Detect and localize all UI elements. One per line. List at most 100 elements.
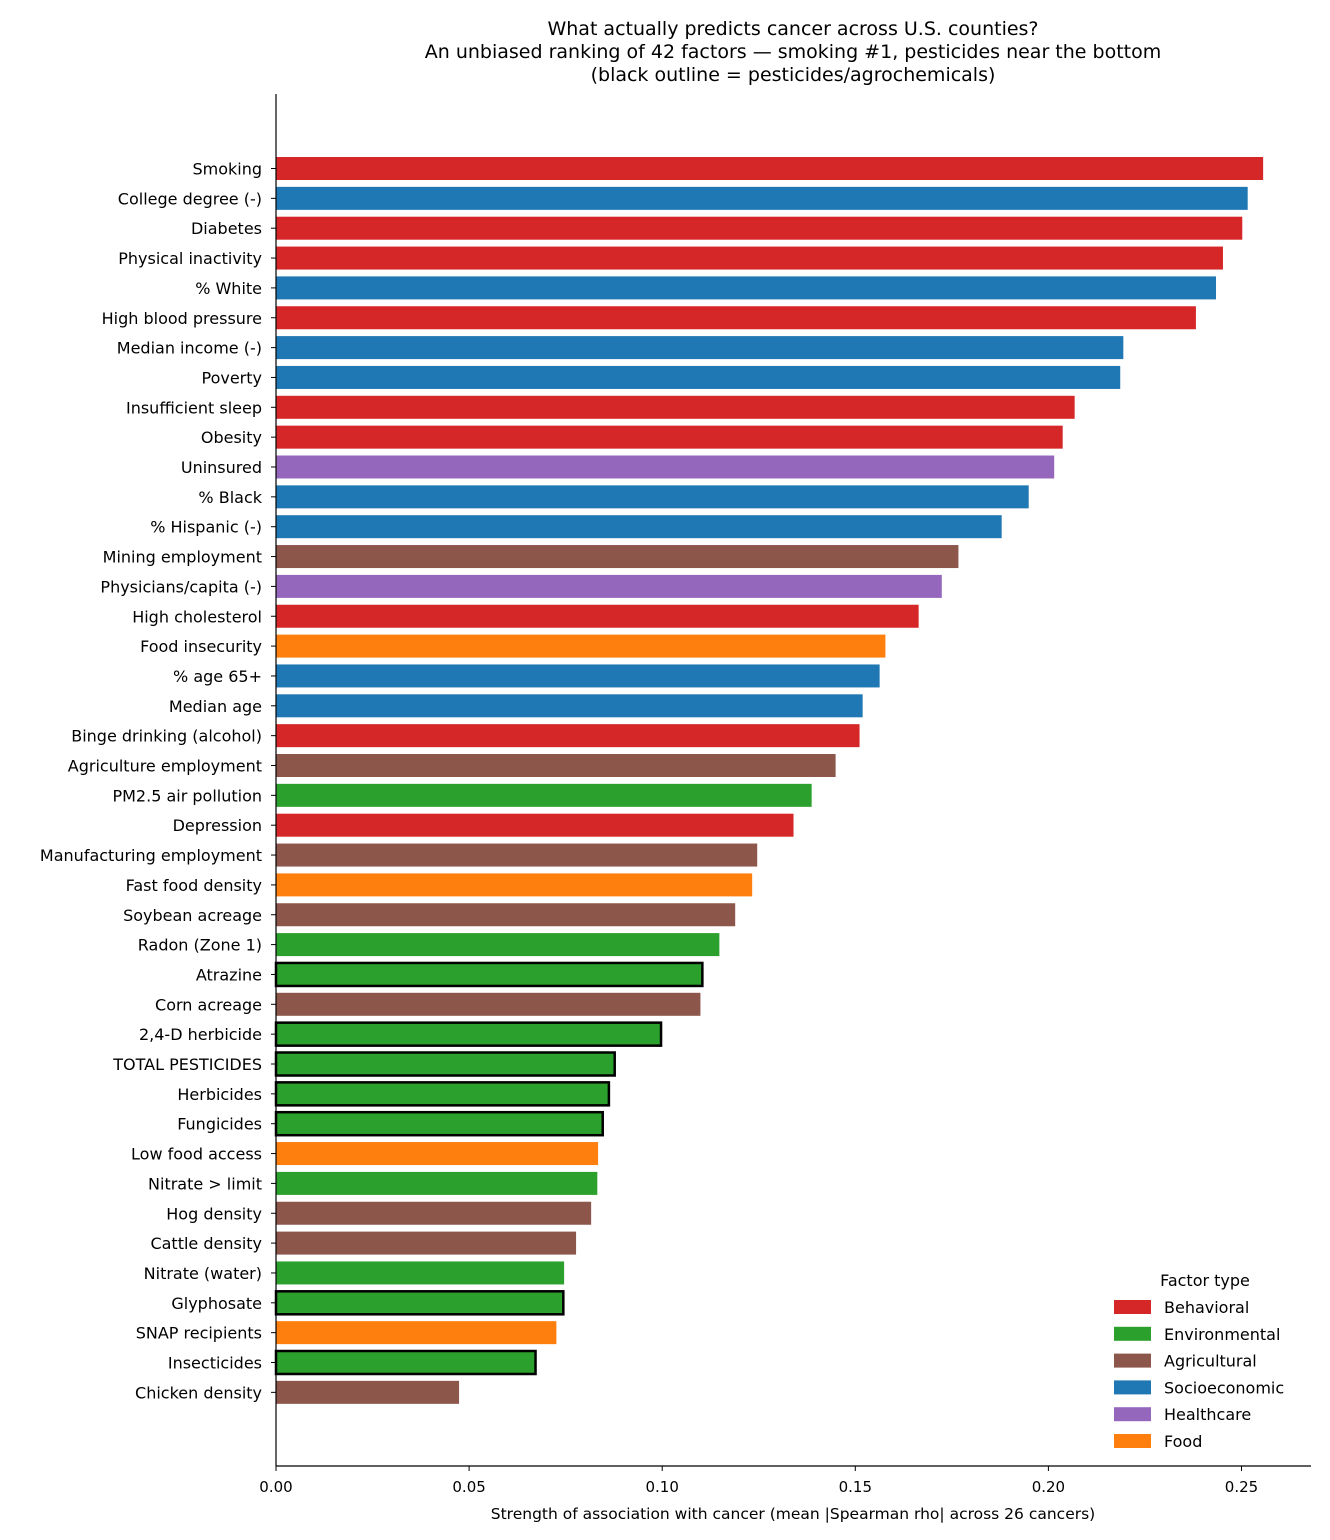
y-tick-label-nitrate-limit: Nitrate > limit bbox=[148, 1174, 262, 1193]
bar-physical-inactivity bbox=[276, 246, 1223, 270]
bar-glyphosate bbox=[274, 1290, 565, 1316]
bar-mining-employment bbox=[276, 545, 959, 569]
legend-swatch-behavioral bbox=[1114, 1300, 1151, 1314]
y-tick-label-snap-recipients: SNAP recipients bbox=[136, 1324, 262, 1343]
bar-college-degree bbox=[276, 186, 1248, 210]
y-tick-label-college-degree: College degree (-) bbox=[118, 189, 262, 208]
legend-title: Factor type bbox=[1160, 1271, 1250, 1290]
y-tick-label-herbicides: Herbicides bbox=[177, 1085, 262, 1104]
bar-2-4-d-herbicide bbox=[274, 1021, 663, 1047]
y-tick-label-total-pesticides: TOTAL PESTICIDES bbox=[112, 1055, 262, 1074]
y-tick-label-median-income: Median income (-) bbox=[117, 339, 262, 358]
x-axis-label: Strength of association with cancer (mea… bbox=[491, 1505, 1095, 1523]
y-tick-label-pm2-5-air-pollution: PM2.5 air pollution bbox=[112, 786, 262, 805]
x-tick-label: 0.10 bbox=[645, 1478, 678, 1496]
y-tick-label-insufficient-sleep: Insufficient sleep bbox=[126, 398, 262, 417]
bar-manufacturing-employment bbox=[276, 843, 758, 867]
bar-chicken-density bbox=[276, 1380, 460, 1404]
y-tick-label-corn-acreage: Corn acreage bbox=[155, 995, 262, 1014]
chart-title-line-1: What actually predicts cancer across U.S… bbox=[547, 18, 1038, 40]
y-tick-label-fungicides: Fungicides bbox=[177, 1115, 262, 1134]
bar-pm2-5-air-pollution bbox=[276, 783, 812, 807]
bar-total-pesticides bbox=[274, 1051, 616, 1077]
y-tick-label-uninsured: Uninsured bbox=[181, 458, 262, 477]
bar-obesity bbox=[276, 425, 1063, 449]
y-tick-label-diabetes: Diabetes bbox=[191, 219, 262, 238]
bar-poverty bbox=[276, 365, 1121, 389]
y-tick-label-radon-zone-1: Radon (Zone 1) bbox=[138, 936, 262, 955]
y-tick-label-white: % White bbox=[195, 279, 262, 298]
bar-smoking bbox=[276, 157, 1264, 180]
bar-uninsured bbox=[276, 455, 1055, 479]
x-tick-label: 0.15 bbox=[839, 1478, 872, 1496]
bar-low-food-access bbox=[276, 1142, 599, 1166]
bar-hispanic bbox=[276, 515, 1002, 539]
y-tick-label-high-cholesterol: High cholesterol bbox=[132, 607, 262, 626]
y-tick-label-smoking: Smoking bbox=[192, 160, 262, 179]
y-tick-label-food-insecurity: Food insecurity bbox=[140, 637, 262, 656]
y-tick-label-glyphosate: Glyphosate bbox=[171, 1294, 262, 1313]
bar-hog-density bbox=[276, 1201, 592, 1225]
bar-insufficient-sleep bbox=[276, 395, 1075, 419]
legend-label-food: Food bbox=[1164, 1432, 1202, 1451]
y-tick-label-depression: Depression bbox=[173, 816, 262, 835]
legend-label-environmental: Environmental bbox=[1164, 1325, 1280, 1344]
bar-nitrate-limit bbox=[276, 1171, 598, 1195]
y-tick-label-cattle-density: Cattle density bbox=[150, 1234, 262, 1253]
y-tick-label-age-65: % age 65+ bbox=[173, 667, 262, 686]
y-tick-label-hispanic: % Hispanic (-) bbox=[150, 518, 262, 537]
bar-snap-recipients bbox=[276, 1321, 557, 1345]
y-tick-label-hog-density: Hog density bbox=[166, 1204, 262, 1223]
y-tick-label-median-age: Median age bbox=[169, 697, 262, 716]
y-tick-label-insecticides: Insecticides bbox=[168, 1354, 262, 1373]
bar-high-blood-pressure bbox=[276, 306, 1196, 330]
legend-swatch-environmental bbox=[1114, 1326, 1151, 1341]
y-tick-label-manufacturing-employment: Manufacturing employment bbox=[40, 846, 262, 865]
bar-radon-zone-1 bbox=[276, 933, 720, 957]
x-tick-label: 0.00 bbox=[259, 1478, 292, 1496]
y-tick-label-obesity: Obesity bbox=[201, 428, 262, 447]
y-tick-label-high-blood-pressure: High blood pressure bbox=[102, 309, 262, 328]
chart-title-line-3: (black outline = pesticides/agrochemical… bbox=[591, 64, 996, 86]
y-tick-label-nitrate-water: Nitrate (water) bbox=[144, 1264, 262, 1283]
legend: Factor type Behavioral Environmental Agric… bbox=[1114, 1271, 1284, 1451]
x-tick-label: 0.25 bbox=[1225, 1478, 1258, 1496]
x-ticks: 0.00 0.05 0.10 0.15 0.20 0.25 bbox=[259, 1466, 1258, 1496]
bar-binge-drinking-alcohol bbox=[276, 724, 860, 748]
bar-median-age bbox=[276, 694, 863, 718]
x-tick-label: 0.20 bbox=[1032, 1478, 1065, 1496]
y-tick-label-soybean-acreage: Soybean acreage bbox=[123, 906, 262, 925]
bar-physicians-capita bbox=[276, 574, 942, 598]
y-tick-label-low-food-access: Low food access bbox=[131, 1145, 262, 1164]
bar-depression bbox=[276, 813, 794, 837]
y-tick-label-mining-employment: Mining employment bbox=[103, 548, 262, 567]
bar-soybean-acreage bbox=[276, 903, 736, 927]
bar-herbicides bbox=[274, 1081, 611, 1107]
y-tick-label-black: % Black bbox=[198, 488, 262, 507]
bar-high-cholesterol bbox=[276, 604, 919, 628]
bar-cattle-density bbox=[276, 1231, 577, 1255]
y-tick-labels: Smoking College degree (-) Diabetes Physica… bbox=[40, 160, 276, 1402]
y-tick-label-chicken-density: Chicken density bbox=[135, 1383, 262, 1402]
y-tick-label-physical-inactivity: Physical inactivity bbox=[118, 249, 262, 268]
chart-title-line-2: An unbiased ranking of 42 factors — smok… bbox=[425, 41, 1161, 63]
bar-white bbox=[276, 276, 1217, 300]
bar-age-65 bbox=[276, 664, 880, 688]
bar-nitrate-water bbox=[276, 1261, 565, 1285]
legend-label-socioeconomic: Socioeconomic bbox=[1164, 1378, 1284, 1397]
y-tick-label-binge-drinking-alcohol: Binge drinking (alcohol) bbox=[71, 727, 262, 746]
legend-label-agricultural: Agricultural bbox=[1164, 1352, 1257, 1371]
bar-diabetes bbox=[276, 216, 1243, 240]
y-tick-label-atrazine: Atrazine bbox=[196, 965, 262, 984]
bar-food-insecurity bbox=[276, 634, 886, 658]
x-tick-label: 0.05 bbox=[452, 1478, 485, 1496]
bar-median-income bbox=[276, 336, 1124, 360]
y-tick-label-poverty: Poverty bbox=[202, 368, 263, 387]
legend-swatch-socioeconomic bbox=[1114, 1380, 1151, 1395]
legend-swatch-agricultural bbox=[1114, 1353, 1151, 1368]
legend-swatch-food bbox=[1114, 1434, 1151, 1448]
y-tick-label-fast-food-density: Fast food density bbox=[126, 876, 262, 895]
y-tick-label-agriculture-employment: Agriculture employment bbox=[68, 757, 262, 776]
legend-label-behavioral: Behavioral bbox=[1164, 1298, 1249, 1317]
